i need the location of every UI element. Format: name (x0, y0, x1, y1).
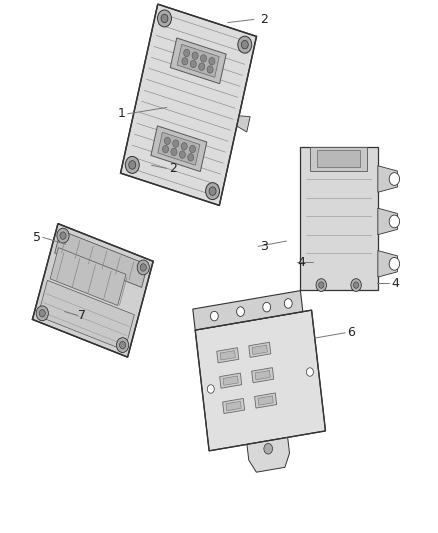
Circle shape (237, 307, 244, 317)
Circle shape (161, 14, 168, 23)
Circle shape (158, 10, 171, 27)
Circle shape (184, 49, 190, 56)
Text: 2: 2 (260, 13, 268, 26)
Circle shape (164, 137, 170, 144)
Circle shape (198, 63, 205, 70)
Circle shape (209, 58, 215, 65)
Polygon shape (311, 147, 367, 171)
Text: 3: 3 (260, 240, 268, 253)
Text: 4: 4 (391, 277, 399, 290)
Circle shape (205, 183, 219, 200)
Polygon shape (195, 310, 325, 451)
Circle shape (209, 187, 216, 196)
Polygon shape (255, 370, 270, 380)
Circle shape (125, 156, 139, 173)
Polygon shape (50, 248, 126, 305)
Circle shape (241, 41, 248, 49)
Polygon shape (158, 132, 200, 165)
Polygon shape (177, 44, 219, 77)
Circle shape (57, 228, 69, 243)
Polygon shape (247, 438, 290, 472)
Circle shape (182, 58, 188, 65)
Polygon shape (252, 368, 274, 383)
Circle shape (389, 215, 399, 228)
Polygon shape (38, 280, 134, 350)
Circle shape (36, 306, 48, 321)
Circle shape (238, 36, 252, 53)
Polygon shape (237, 116, 250, 132)
Polygon shape (32, 224, 153, 357)
Circle shape (117, 338, 129, 352)
Circle shape (173, 140, 179, 147)
Circle shape (190, 146, 196, 153)
Circle shape (39, 310, 45, 317)
Polygon shape (193, 290, 303, 330)
Polygon shape (300, 147, 378, 290)
Polygon shape (254, 393, 277, 408)
Circle shape (129, 160, 136, 169)
Circle shape (140, 264, 146, 271)
Circle shape (171, 148, 177, 156)
Text: 5: 5 (32, 231, 41, 244)
Circle shape (210, 311, 218, 321)
Polygon shape (151, 126, 207, 172)
Circle shape (284, 298, 292, 308)
Polygon shape (217, 348, 239, 363)
Circle shape (179, 151, 185, 158)
Circle shape (316, 279, 326, 292)
Polygon shape (249, 342, 271, 357)
Circle shape (162, 146, 169, 153)
Circle shape (307, 368, 314, 376)
Text: 1: 1 (117, 107, 125, 120)
Polygon shape (223, 399, 245, 414)
Polygon shape (258, 396, 273, 405)
Text: 7: 7 (78, 309, 85, 322)
Polygon shape (378, 251, 397, 277)
Circle shape (264, 443, 272, 454)
Text: 6: 6 (347, 326, 355, 340)
Polygon shape (55, 230, 148, 287)
Circle shape (207, 66, 213, 73)
Polygon shape (223, 376, 238, 385)
Text: 4: 4 (297, 256, 305, 269)
Circle shape (120, 341, 126, 349)
Circle shape (60, 232, 66, 239)
Circle shape (188, 154, 194, 161)
Circle shape (319, 282, 324, 288)
Polygon shape (378, 166, 397, 192)
Circle shape (263, 302, 271, 312)
Text: 2: 2 (169, 162, 177, 175)
Circle shape (351, 279, 361, 292)
Circle shape (201, 55, 207, 62)
Circle shape (190, 60, 196, 68)
Circle shape (137, 260, 149, 275)
Polygon shape (252, 345, 268, 354)
Circle shape (192, 52, 198, 59)
Polygon shape (317, 150, 360, 167)
Polygon shape (220, 373, 242, 388)
Circle shape (389, 173, 399, 185)
Polygon shape (220, 351, 235, 360)
Circle shape (181, 143, 187, 150)
Circle shape (353, 282, 359, 288)
Polygon shape (170, 38, 226, 84)
Circle shape (389, 257, 399, 270)
Circle shape (207, 385, 214, 393)
Polygon shape (226, 401, 241, 411)
Polygon shape (378, 208, 397, 235)
Polygon shape (120, 4, 257, 205)
